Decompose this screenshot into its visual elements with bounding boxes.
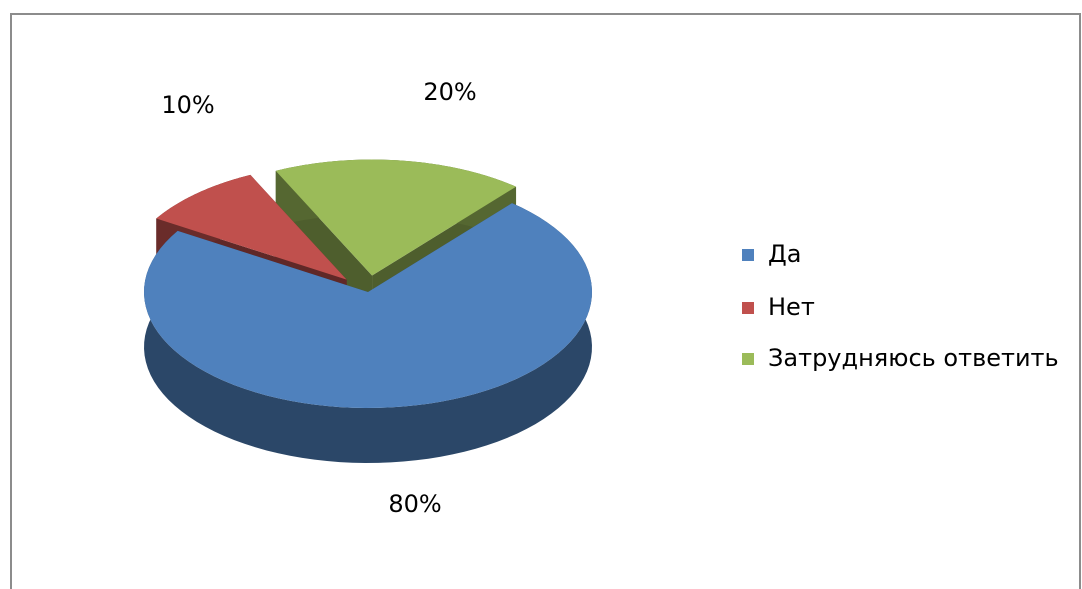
legend-label: Да bbox=[768, 240, 801, 268]
legend-swatch bbox=[742, 353, 754, 365]
slice-side bbox=[144, 203, 592, 463]
legend-swatch bbox=[742, 249, 754, 261]
pie-slice bbox=[156, 174, 347, 280]
data-label: 10% bbox=[161, 91, 214, 119]
pie-slice bbox=[275, 159, 517, 276]
legend-swatch bbox=[742, 302, 754, 314]
data-label: 20% bbox=[423, 78, 476, 106]
data-label: 80% bbox=[388, 490, 441, 518]
pie-slice bbox=[144, 203, 592, 408]
legend-label: Нет bbox=[768, 293, 815, 321]
legend-label: Затрудняюсь ответить bbox=[768, 344, 1059, 372]
chart-frame bbox=[10, 13, 1081, 589]
